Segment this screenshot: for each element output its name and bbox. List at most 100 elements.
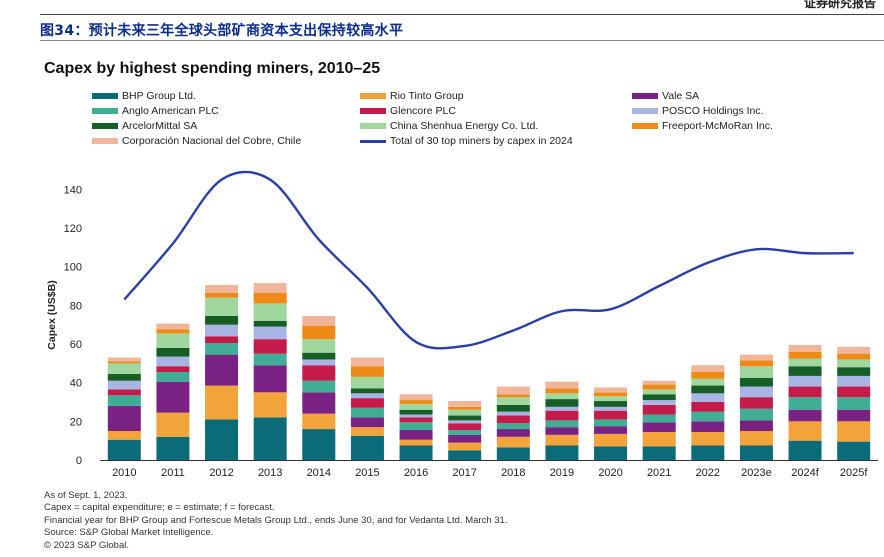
bar-segment bbox=[496, 436, 530, 448]
bar-segment bbox=[205, 285, 239, 293]
legend-swatch bbox=[92, 108, 118, 114]
bar-segment bbox=[253, 365, 287, 393]
y-tick-label: 120 bbox=[64, 223, 82, 235]
bar-segment bbox=[496, 394, 530, 398]
bar-segment bbox=[691, 385, 725, 394]
bar-segment bbox=[739, 397, 773, 409]
bar-segment bbox=[107, 357, 141, 362]
bar-segment bbox=[350, 393, 384, 399]
legend-swatch bbox=[92, 138, 118, 144]
bar-segment bbox=[594, 446, 628, 460]
bar-segment bbox=[642, 414, 676, 423]
bar-segment bbox=[496, 423, 530, 430]
x-tick-label: 2021 bbox=[647, 467, 671, 479]
bar-segment bbox=[642, 389, 676, 395]
bar-segment bbox=[399, 400, 433, 404]
bar-segment bbox=[156, 381, 190, 413]
bar-segment bbox=[739, 408, 773, 421]
y-tick-label: 140 bbox=[64, 184, 82, 196]
legend-swatch bbox=[360, 139, 386, 143]
bar-segment bbox=[253, 417, 287, 460]
bar-segment bbox=[642, 400, 676, 405]
legend-label: China Shenhua Energy Co. Ltd. bbox=[390, 120, 539, 132]
bar-segment bbox=[788, 366, 822, 376]
bar-segment bbox=[837, 409, 871, 422]
bar-segment bbox=[205, 315, 239, 325]
bar-segment bbox=[399, 439, 433, 446]
legend-item: BHP Group Ltd. bbox=[92, 90, 196, 102]
bar-segment bbox=[545, 434, 579, 446]
x-tick-label: 2015 bbox=[355, 467, 379, 479]
bar-segment bbox=[788, 386, 822, 398]
bar-segment bbox=[156, 366, 190, 373]
y-tick-label: 60 bbox=[70, 339, 82, 351]
bar-segment bbox=[302, 325, 336, 340]
bar-segment bbox=[642, 422, 676, 432]
bar-segment bbox=[350, 376, 384, 389]
bar-segment bbox=[545, 399, 579, 407]
bar-segment bbox=[642, 384, 676, 390]
legend-label: Freeport-McMoRan Inc. bbox=[662, 120, 773, 132]
bar-segment bbox=[788, 421, 822, 441]
bar-segment bbox=[496, 429, 530, 437]
y-tick-label: 80 bbox=[70, 300, 82, 312]
x-tick-label: 2010 bbox=[112, 467, 136, 479]
bar-segment bbox=[448, 442, 482, 451]
bar-segment bbox=[496, 415, 530, 424]
bar-segment bbox=[448, 423, 482, 431]
bar-segment bbox=[156, 333, 190, 348]
bar-segment bbox=[107, 395, 141, 406]
bar-segment bbox=[156, 347, 190, 357]
bar-segment bbox=[594, 406, 628, 411]
legend-item: Anglo American PLC bbox=[92, 105, 219, 117]
figure-title: 图34：预计未来三年全球头部矿商资本支出保持较高水平 bbox=[40, 23, 404, 39]
bar-segment bbox=[691, 372, 725, 379]
report-tag: 证券研究报告 bbox=[803, 0, 876, 10]
bar-segment bbox=[594, 433, 628, 447]
legend-swatch bbox=[360, 93, 386, 99]
note-line: Source: S&P Global Market Intelligence. bbox=[44, 527, 214, 539]
bar-segment bbox=[739, 431, 773, 446]
report-header: 证券研究报告 bbox=[0, 0, 884, 14]
bar-segment bbox=[156, 412, 190, 437]
bar-segment bbox=[448, 420, 482, 424]
bar-segment bbox=[594, 419, 628, 427]
bar-segment bbox=[302, 359, 336, 366]
bar-segment bbox=[302, 365, 336, 381]
note-line: © 2023 S&P Global. bbox=[44, 539, 129, 551]
bar-segment bbox=[302, 352, 336, 360]
bar-segment bbox=[448, 430, 482, 435]
x-tick-label: 2012 bbox=[209, 467, 233, 479]
bar-segment bbox=[837, 353, 871, 360]
legend-swatch bbox=[92, 93, 118, 99]
bar-segment bbox=[496, 404, 530, 412]
bar-segment bbox=[205, 324, 239, 337]
bar-segment bbox=[837, 375, 871, 387]
bar-segment bbox=[399, 430, 433, 440]
x-tick-label: 2011 bbox=[161, 467, 185, 479]
legend-label: Rio Tinto Group bbox=[390, 90, 464, 102]
bar-segment bbox=[739, 366, 773, 378]
bar-segment bbox=[253, 392, 287, 418]
bar-segment bbox=[594, 392, 628, 397]
bar-segment bbox=[205, 419, 239, 460]
x-tick-label: 2022 bbox=[696, 467, 720, 479]
bar-segment bbox=[691, 445, 725, 460]
bar-segment bbox=[837, 386, 871, 398]
bar-segment bbox=[205, 336, 239, 344]
x-tick-label: 2014 bbox=[307, 467, 331, 479]
y-tick-label: 20 bbox=[70, 416, 82, 428]
bar-segment bbox=[350, 407, 384, 418]
bar-segment bbox=[253, 339, 287, 354]
bar-segment bbox=[691, 393, 725, 402]
bar-segment bbox=[837, 441, 871, 460]
note-line: As of Sept. 1, 2023. bbox=[44, 490, 128, 501]
legend-item: Vale SA bbox=[632, 90, 699, 102]
bar-segment bbox=[739, 386, 773, 398]
legend-label: BHP Group Ltd. bbox=[122, 90, 196, 102]
bar-segment bbox=[350, 388, 384, 394]
bar-segment bbox=[788, 375, 822, 387]
legend-label: Vale SA bbox=[662, 90, 700, 102]
bar-segment bbox=[253, 320, 287, 327]
